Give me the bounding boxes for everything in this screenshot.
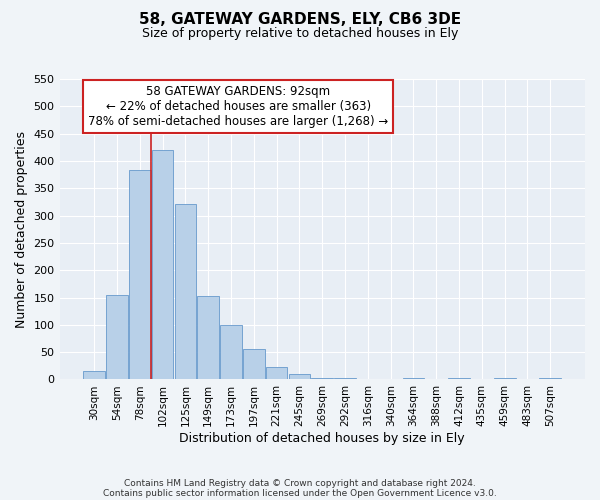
Bar [539, 378, 561, 380]
Bar [175, 204, 196, 380]
Bar [334, 378, 356, 380]
Bar [83, 372, 105, 380]
Bar [197, 296, 219, 380]
Text: 58 GATEWAY GARDENS: 92sqm
← 22% of detached houses are smaller (363)
78% of semi: 58 GATEWAY GARDENS: 92sqm ← 22% of detac… [88, 85, 388, 128]
Text: 58, GATEWAY GARDENS, ELY, CB6 3DE: 58, GATEWAY GARDENS, ELY, CB6 3DE [139, 12, 461, 28]
Bar [289, 374, 310, 380]
Bar [243, 350, 265, 380]
Y-axis label: Number of detached properties: Number of detached properties [15, 130, 28, 328]
Bar [220, 325, 242, 380]
Bar [266, 368, 287, 380]
Text: Contains HM Land Registry data © Crown copyright and database right 2024.: Contains HM Land Registry data © Crown c… [124, 478, 476, 488]
Bar [129, 170, 151, 380]
Text: Size of property relative to detached houses in Ely: Size of property relative to detached ho… [142, 28, 458, 40]
Bar [311, 378, 333, 380]
Bar [106, 295, 128, 380]
Bar [494, 378, 515, 380]
Bar [448, 378, 470, 380]
Text: Contains public sector information licensed under the Open Government Licence v3: Contains public sector information licen… [103, 488, 497, 498]
Bar [403, 378, 424, 380]
Bar [152, 150, 173, 380]
X-axis label: Distribution of detached houses by size in Ely: Distribution of detached houses by size … [179, 432, 465, 445]
